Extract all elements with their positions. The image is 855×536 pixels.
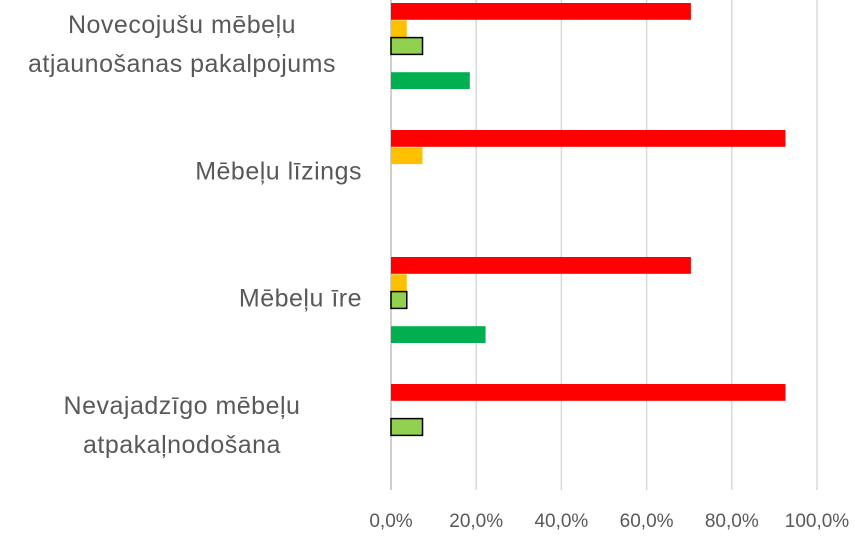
bar xyxy=(391,274,407,292)
y-tick-label: Nevajadzīgo mēbeļu atpakaļnodošana xyxy=(63,391,301,459)
bar xyxy=(391,326,486,343)
y-tick-label: Mēbeļu līzings xyxy=(195,157,362,185)
bar xyxy=(391,3,691,20)
x-tick-label: 20,0% xyxy=(449,511,503,532)
y-tick-label: Mēbeļu īre xyxy=(238,284,362,312)
bar xyxy=(390,290,408,310)
x-tick-label: 100,0% xyxy=(785,511,850,532)
bar xyxy=(391,147,423,165)
bar xyxy=(391,257,691,274)
bar xyxy=(390,36,424,56)
x-tick-label: 0,0% xyxy=(369,511,412,532)
bar xyxy=(391,20,407,38)
x-tick-label: 40,0% xyxy=(534,511,588,532)
category-label-box: Nevajadzīgo mēbeļu atpakaļnodošana xyxy=(0,387,362,465)
y-tick-label: Novecojušu mēbeļu atjaunošanas pakalpoju… xyxy=(27,10,337,78)
category-label-box: Mēbeļu līzings xyxy=(0,152,362,191)
bar xyxy=(391,384,786,401)
bar xyxy=(390,417,424,437)
x-tick-label: 80,0% xyxy=(705,511,759,532)
bar xyxy=(391,72,470,89)
category-label-box: Mēbeļu īre xyxy=(0,279,362,318)
x-tick-label: 60,0% xyxy=(620,511,674,532)
bar xyxy=(391,130,786,147)
category-label-box: Novecojušu mēbeļu atjaunošanas pakalpoju… xyxy=(0,6,362,84)
